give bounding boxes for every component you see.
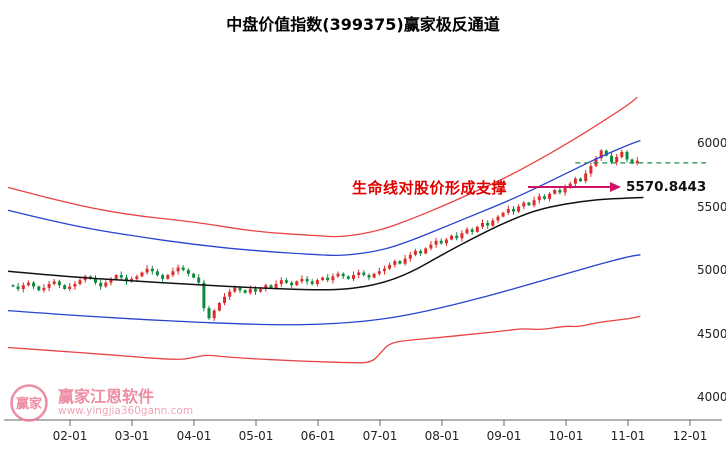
upper-outer-rail-red <box>7 96 638 238</box>
lower-inner-rail-blue <box>7 254 641 326</box>
lower-outer-rail-red <box>7 315 641 364</box>
svg-text:赢家: 赢家 <box>16 396 43 412</box>
lifeline-value-label: 5570.8443 <box>626 179 707 195</box>
lifeline-black <box>7 196 644 291</box>
watermark-logo-icon: 赢家 <box>10 384 48 422</box>
watermark: 赢家 赢家江恩软件 www.yingjia360gann.com <box>8 382 193 424</box>
watermark-url: www.yingjia360gann.com <box>58 405 194 418</box>
upper-inner-rail-blue <box>7 139 641 257</box>
chart-title: 中盘价值指数(399375)赢家极反通道 <box>226 15 500 34</box>
support-annotation-text: 生命线对股价形成支撑 <box>352 179 508 197</box>
annotation-arrow-icon <box>528 182 621 192</box>
watermark-brand: 赢家江恩软件 <box>58 387 155 407</box>
